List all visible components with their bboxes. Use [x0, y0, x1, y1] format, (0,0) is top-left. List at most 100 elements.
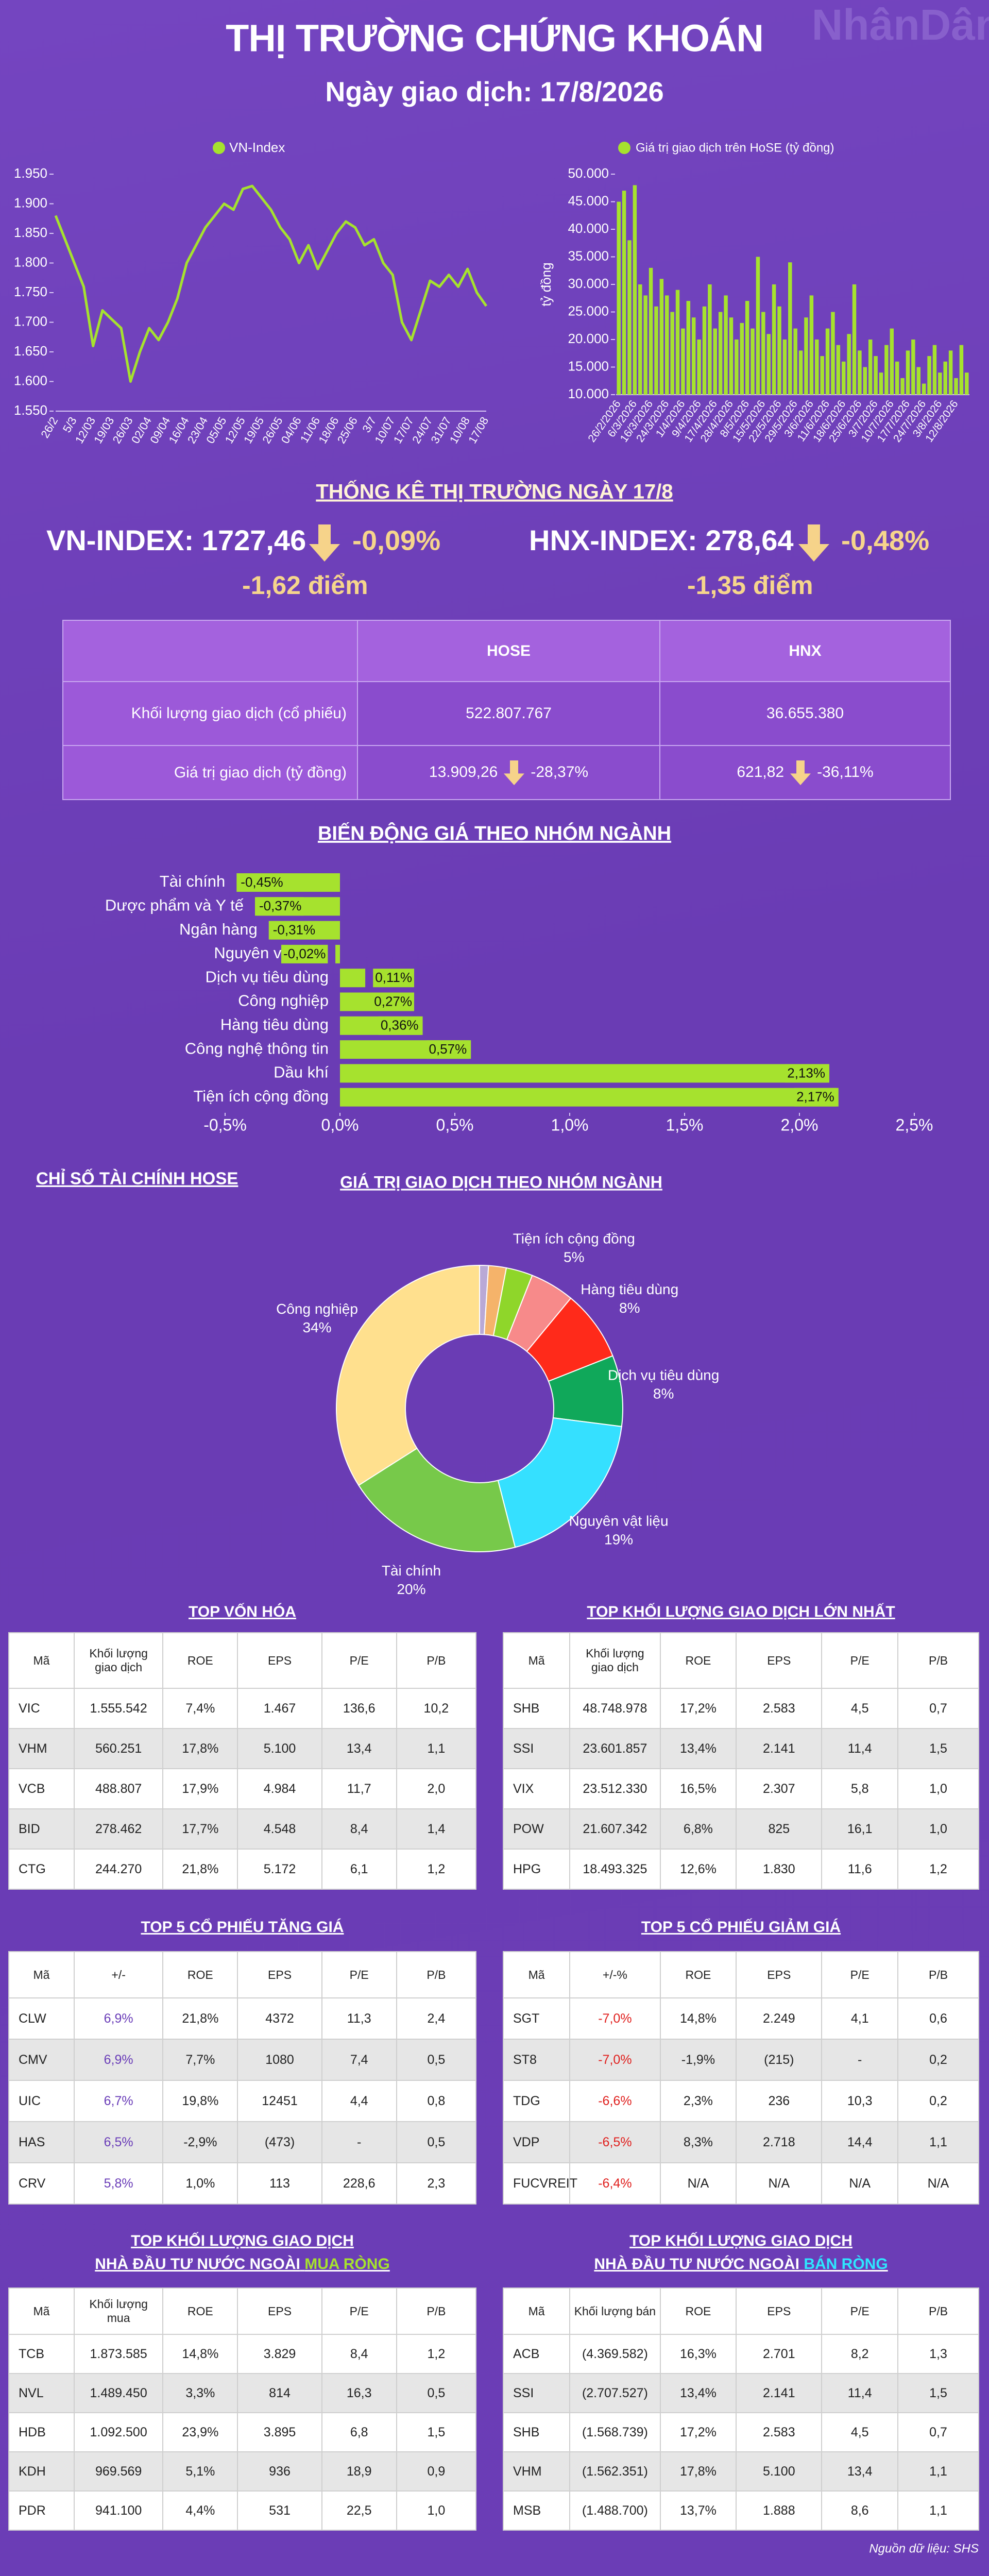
header-row: Mã +/-% ROE EPS P/E P/B — [502, 1951, 979, 1998]
cell: N/A — [821, 2162, 899, 2205]
ticker: SSI — [502, 1728, 571, 1769]
bar — [627, 240, 632, 395]
bar — [708, 284, 712, 395]
row: VDP -6,5% 8,3% 2.718 14,4 1,1 — [502, 2121, 979, 2163]
slice — [336, 1264, 480, 1486]
down-arrow — [798, 524, 829, 562]
table-box: Mã Khối lượng giao dịch ROE EPS P/E P/B VIC 1.5… — [8, 1632, 477, 1890]
table-title: TOP 5 CỔ PHIẾU GIẢM GIÁ — [641, 1918, 841, 1936]
slice-label: Dịch vụ tiêu dùng — [608, 1367, 719, 1383]
cell: -6,6% — [569, 2080, 661, 2122]
cell: 278.462 — [73, 1808, 164, 1850]
down-arrow — [790, 760, 811, 785]
ticker: HPG — [502, 1849, 571, 1890]
x-tick-label: 26/2 — [38, 415, 60, 440]
bar — [681, 328, 685, 395]
y-tick-label: 1.600 — [14, 372, 47, 388]
row: SHB 48.748.978 17,2% 2.583 4,5 0,7 — [502, 1688, 979, 1729]
slice-value: 19% — [604, 1531, 633, 1547]
row: HDB 1.092.500 23,9% 3.895 6,8 1,5 — [8, 2412, 477, 2452]
cell: 21,8% — [162, 1997, 238, 2040]
cell: 13,4% — [659, 2373, 737, 2413]
cell: 0,8 — [396, 2080, 477, 2122]
bar — [617, 201, 621, 395]
row: BID 278.462 17,7% 4.548 8,4 1,4 — [8, 1808, 477, 1850]
value-label: -0,02% — [283, 946, 326, 961]
cell: 1,2 — [396, 1849, 477, 1890]
ticker: ST8 — [502, 2039, 571, 2081]
row: KDH 969.569 5,1% 936 18,9 0,9 — [8, 2451, 477, 2492]
cell: 4,5 — [821, 2412, 899, 2452]
cell: 22,5 — [321, 2490, 397, 2531]
y-tick-label: 10.000 — [568, 386, 609, 401]
cell: 6,9% — [73, 2039, 164, 2081]
cell: -6,4% — [569, 2162, 661, 2205]
bar — [622, 191, 626, 395]
y-tick-label: 30.000 — [568, 276, 609, 291]
y-tick-label: 20.000 — [568, 331, 609, 346]
header-row: Mã Khối lượng giao dịch ROE EPS P/E P/B — [502, 1632, 979, 1689]
x-tick-label: 1,0% — [551, 1115, 589, 1134]
cell: 6,9% — [73, 1997, 164, 2040]
column-header: P/E — [321, 1951, 397, 1998]
cell: 1,2 — [396, 2334, 477, 2374]
ticker: SHB — [502, 1688, 571, 1729]
x-tick-label: 0,5% — [436, 1115, 474, 1134]
bar — [943, 361, 947, 395]
cell: (1.488.700) — [569, 2490, 661, 2531]
cell: 1,5 — [897, 2373, 979, 2413]
column-header: HNX — [659, 620, 951, 682]
category-label: Dịch vụ tiêu dùng — [205, 968, 329, 986]
cell: 936 — [237, 2451, 322, 2492]
bar — [761, 312, 765, 395]
row: TCB 1.873.585 14,8% 3.829 8,4 1,2 — [8, 2334, 477, 2374]
bar — [820, 356, 824, 395]
row: CMV 6,9% 7,7% 1080 7,4 0,5 — [8, 2039, 477, 2081]
row: VIX 23.512.330 16,5% 2.307 5,8 1,0 — [502, 1768, 979, 1809]
stats-title: THỐNG KÊ THỊ TRƯỜNG NGÀY 17/8 — [316, 480, 673, 503]
column-header: EPS — [736, 1632, 823, 1689]
y-tick-label: 15.000 — [568, 358, 609, 374]
cell: 10,2 — [396, 1688, 477, 1729]
bar — [938, 372, 942, 395]
down-arrow — [309, 524, 340, 562]
bar — [335, 944, 340, 963]
ticker: CLW — [8, 1997, 75, 2040]
chart-title: BIẾN ĐỘNG GIÁ THEO NHÓM NGÀNH — [318, 821, 671, 844]
value-label: 2,17% — [796, 1089, 834, 1105]
bar — [815, 340, 819, 395]
cell: 17,8% — [659, 2451, 737, 2492]
cell: 0,2 — [897, 2080, 979, 2122]
y-tick-label: 40.000 — [568, 221, 609, 236]
column-header: Mã — [502, 1951, 571, 1998]
cell: 8,3% — [659, 2121, 737, 2163]
cell: 2.718 — [736, 2121, 823, 2163]
cell: 5,8% — [73, 2162, 164, 2205]
ticker: SGT — [502, 1997, 571, 2040]
cell: 14,8% — [659, 1997, 737, 2040]
ticker: UIC — [8, 2080, 75, 2122]
y-axis-label: tỷ đồng — [538, 262, 554, 306]
value-label-bg — [373, 969, 414, 988]
slice-label: Tiện ích cộng đồng — [513, 1231, 635, 1247]
bar — [772, 284, 776, 395]
bar — [643, 295, 647, 395]
column-header: P/B — [897, 2287, 979, 2335]
index-change-pct: -0,48% — [841, 525, 929, 556]
cell: 17,2% — [659, 2412, 737, 2452]
cell: 7,4 — [321, 2039, 397, 2081]
cell: 48.748.978 — [569, 1688, 661, 1729]
cell: 825 — [736, 1808, 823, 1850]
subtitle-highlight: MUA RÒNG — [304, 2255, 390, 2273]
slice-value: 5% — [564, 1249, 584, 1265]
row: PDR 941.100 4,4% 531 22,5 1,0 — [8, 2490, 477, 2531]
cell: 4.548 — [237, 1808, 322, 1850]
cell: -7,0% — [569, 2039, 661, 2081]
cell: 2.141 — [736, 1728, 823, 1769]
y-tick-label: 45.000 — [568, 193, 609, 208]
column-header: P/E — [321, 1632, 397, 1689]
cell: 16,5% — [659, 1768, 737, 1809]
bar — [852, 284, 857, 395]
down-arrow — [504, 760, 525, 785]
section-heading: CHỈ SỐ TÀI CHÍNH HOSE — [36, 1168, 238, 1188]
